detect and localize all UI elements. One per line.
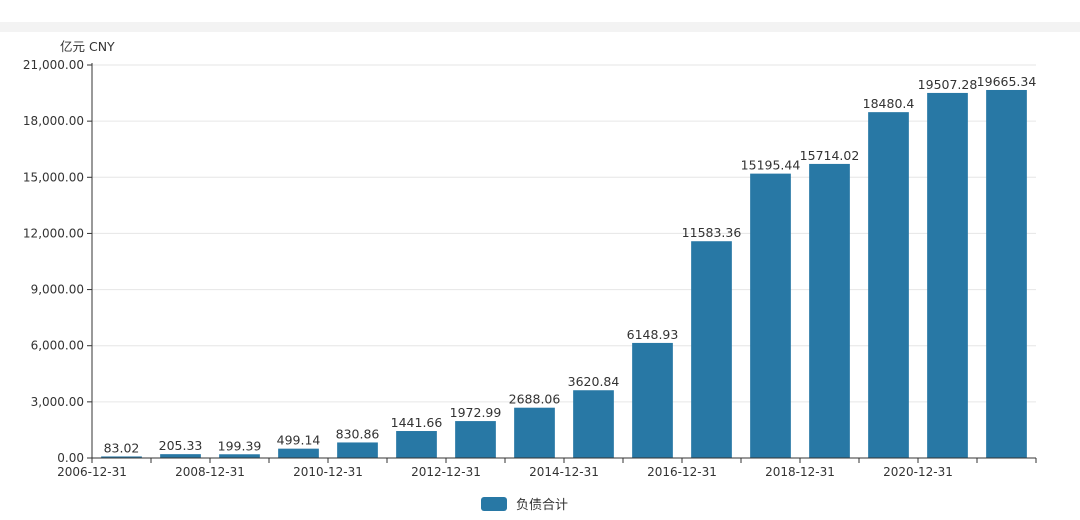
- bar[interactable]: [986, 89, 1027, 459]
- y-axis-unit-label: 亿元 CNY: [60, 39, 115, 54]
- data-label: 19507.28: [918, 77, 978, 92]
- x-tick-label: 2014-12-31: [529, 465, 599, 479]
- top-bar: [0, 0, 1080, 22]
- legend-label: 负债合计: [516, 498, 568, 513]
- y-tick-label: 6,000.00: [31, 339, 84, 353]
- y-tick-label: 9,000.00: [31, 283, 84, 297]
- bar[interactable]: [573, 390, 614, 458]
- bar[interactable]: [278, 448, 319, 458]
- data-label: 1972.99: [450, 405, 502, 420]
- x-tick-label: 2020-12-31: [883, 465, 953, 479]
- bars: 83.02 205.33 199.39 499.14 830.86 1441.66 1972…: [101, 74, 1037, 459]
- data-label: 11583.36: [682, 225, 742, 240]
- bar[interactable]: [809, 163, 850, 458]
- data-label: 2688.06: [509, 392, 561, 407]
- bar[interactable]: [927, 92, 968, 459]
- data-label: 205.33: [159, 438, 203, 453]
- y-tick-label: 15,000.00: [23, 170, 84, 184]
- y-tick-label: 0.00: [57, 451, 84, 465]
- x-tick-label: 2016-12-31: [647, 465, 717, 479]
- data-label: 83.02: [104, 440, 140, 455]
- bar[interactable]: [101, 456, 142, 458]
- top-divider: [0, 22, 1080, 32]
- data-label: 3620.84: [568, 374, 620, 389]
- legend-swatch[interactable]: [481, 497, 507, 511]
- y-tick-label: 12,000.00: [23, 226, 84, 240]
- y-tick-label: 21,000.00: [23, 58, 84, 72]
- data-label: 199.39: [218, 438, 262, 453]
- x-tick-label: 2018-12-31: [765, 465, 835, 479]
- data-label: 6148.93: [627, 327, 679, 342]
- bar[interactable]: [868, 112, 909, 458]
- data-label: 15195.44: [741, 158, 801, 173]
- bar[interactable]: [219, 454, 260, 458]
- x-axis: 2006-12-31 2008-12-31 2010-12-31 2012-12-31…: [57, 457, 1037, 479]
- data-label: 18480.4: [863, 96, 915, 111]
- x-tick-label: 2012-12-31: [411, 465, 481, 479]
- bar[interactable]: [455, 421, 496, 458]
- data-label: 499.14: [277, 433, 321, 448]
- bar[interactable]: [632, 342, 673, 458]
- bar[interactable]: [160, 454, 201, 458]
- bar[interactable]: [337, 442, 378, 458]
- data-label: 830.86: [336, 426, 380, 441]
- bar[interactable]: [396, 431, 437, 458]
- legend[interactable]: 负债合计: [481, 497, 568, 513]
- data-label: 15714.02: [800, 148, 860, 163]
- bar[interactable]: [750, 173, 791, 459]
- y-tick-label: 3,000.00: [31, 395, 84, 409]
- data-label: 19665.34: [977, 74, 1037, 89]
- y-tick-label: 18,000.00: [23, 114, 84, 128]
- data-label: 1441.66: [391, 415, 443, 430]
- x-tick-label: 2008-12-31: [175, 465, 245, 479]
- x-tick-label: 2010-12-31: [293, 465, 363, 479]
- grid-lines: [92, 64, 1036, 403]
- bar[interactable]: [691, 241, 732, 458]
- x-tick-label: 2006-12-31: [57, 465, 127, 479]
- y-axis: 0.00 3,000.00 6,000.00 9,000.00 12,000.00 15,…: [23, 58, 93, 465]
- bar[interactable]: [514, 407, 555, 458]
